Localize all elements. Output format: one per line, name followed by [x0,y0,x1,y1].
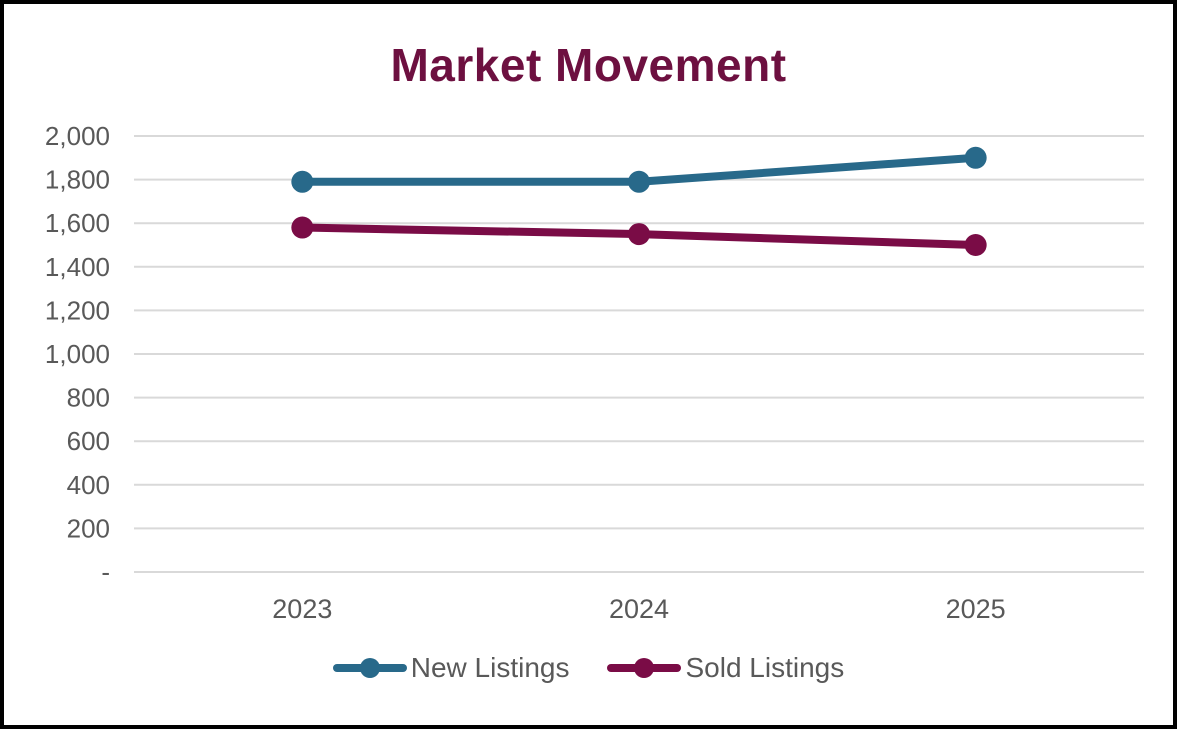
legend-marker-dot [359,658,380,678]
line-chart-plot-area: - 200 400 600 800 1,000 1,200 1,400 1,600 1,800 2,… [45,121,1144,624]
chart-title: Market Movement [390,39,787,91]
y-axis-tick-label: 2,000 [45,121,110,151]
data-point-marker [628,223,650,246]
y-axis-tick-label: 1,400 [45,252,110,282]
chart-legend: New Listings Sold Listings [4,652,1173,684]
y-axis-tick-label: 1,200 [45,295,110,325]
x-axis-tick-label: 2025 [946,594,1006,624]
data-point-marker [628,170,650,193]
legend-marker-dot [634,658,655,678]
y-axis-tick-label: 1,800 [45,165,110,195]
legend-item: New Listings [332,652,570,684]
data-point-marker [291,216,314,239]
y-axis-tick-label: 1,000 [45,339,110,369]
data-point-marker [964,234,987,256]
legend-item: Sold Listings [607,652,844,684]
data-point-marker [964,146,987,169]
y-axis-tick-label: 600 [67,426,110,456]
legend-label: New Listings [410,652,570,683]
legend-line-marker-icon [332,658,407,678]
y-axis-tick-label: 400 [67,470,110,500]
x-axis-tick-label: 2023 [272,594,332,624]
y-axis-tick-label: 1,600 [45,208,110,238]
legend-line-marker-icon [607,658,682,678]
y-axis-tick-label: - [101,557,110,587]
y-axis-tick-label: 200 [67,513,110,543]
data-point-marker [291,170,314,193]
y-axis-tick-label: 800 [67,383,110,413]
x-axis-tick-label: 2024 [609,594,669,624]
legend-label: Sold Listings [685,652,845,683]
